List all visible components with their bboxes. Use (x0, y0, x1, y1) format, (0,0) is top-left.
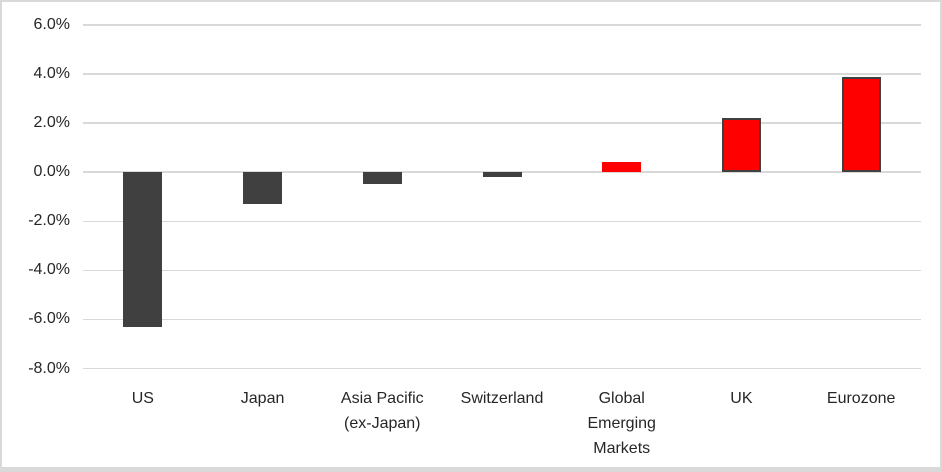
y-axis-tick-label: -4.0% (28, 261, 70, 279)
x-axis-label-line: Markets (593, 440, 651, 457)
bar-global-emerging-markets (602, 162, 642, 173)
gridline (83, 73, 921, 75)
gridline (83, 122, 921, 124)
bar-japan (243, 172, 283, 205)
x-axis-label-line: Eurozone (826, 390, 896, 407)
gridline (83, 318, 921, 321)
bar-switzerland (482, 172, 522, 178)
bar-uk (721, 118, 761, 173)
y-axis-tick-label: 0.0% (33, 163, 70, 181)
x-axis-label-eurozone: Eurozone (795, 386, 927, 411)
y-axis-tick-label: 2.0% (33, 114, 70, 132)
x-axis-label-asia-pacific-ex-japan: Asia Pacific (ex-Japan) (316, 386, 448, 436)
y-axis-tick-label: 6.0% (33, 16, 70, 33)
bar-eurozone (841, 76, 881, 173)
x-axis-label-line: Emerging (587, 415, 656, 432)
x-axis-label-switzerland: Switzerland (436, 386, 568, 411)
x-axis-label-japan: Japan (197, 386, 329, 411)
gridline (83, 220, 921, 223)
x-axis-label-line: Asia Pacific (340, 390, 424, 407)
x-axis-label-line: UK (730, 390, 753, 407)
y-axis-tick-label: -8.0% (28, 359, 70, 377)
x-axis-label-line: (ex-Japan) (344, 415, 421, 432)
gridline (83, 367, 921, 370)
x-axis-label-uk: UK (675, 386, 807, 411)
gridline (83, 269, 921, 272)
gridline (83, 24, 921, 26)
y-axis-tick-label: -6.0% (28, 310, 70, 328)
x-axis-label-line: Switzerland (460, 390, 544, 407)
x-axis-label-line: US (131, 390, 154, 407)
x-axis-label-us: US (77, 386, 209, 411)
y-axis-tick-label: 4.0% (33, 65, 70, 83)
bar-us (123, 172, 163, 327)
bar-asia-pacific-ex-japan (362, 172, 402, 185)
x-axis-label-line: Japan (240, 390, 285, 407)
x-axis-label-line: Global (598, 390, 645, 407)
x-axis-label-global-emerging-markets: Global Emerging Markets (556, 386, 688, 461)
y-axis-tick-label: -2.0% (28, 212, 70, 230)
